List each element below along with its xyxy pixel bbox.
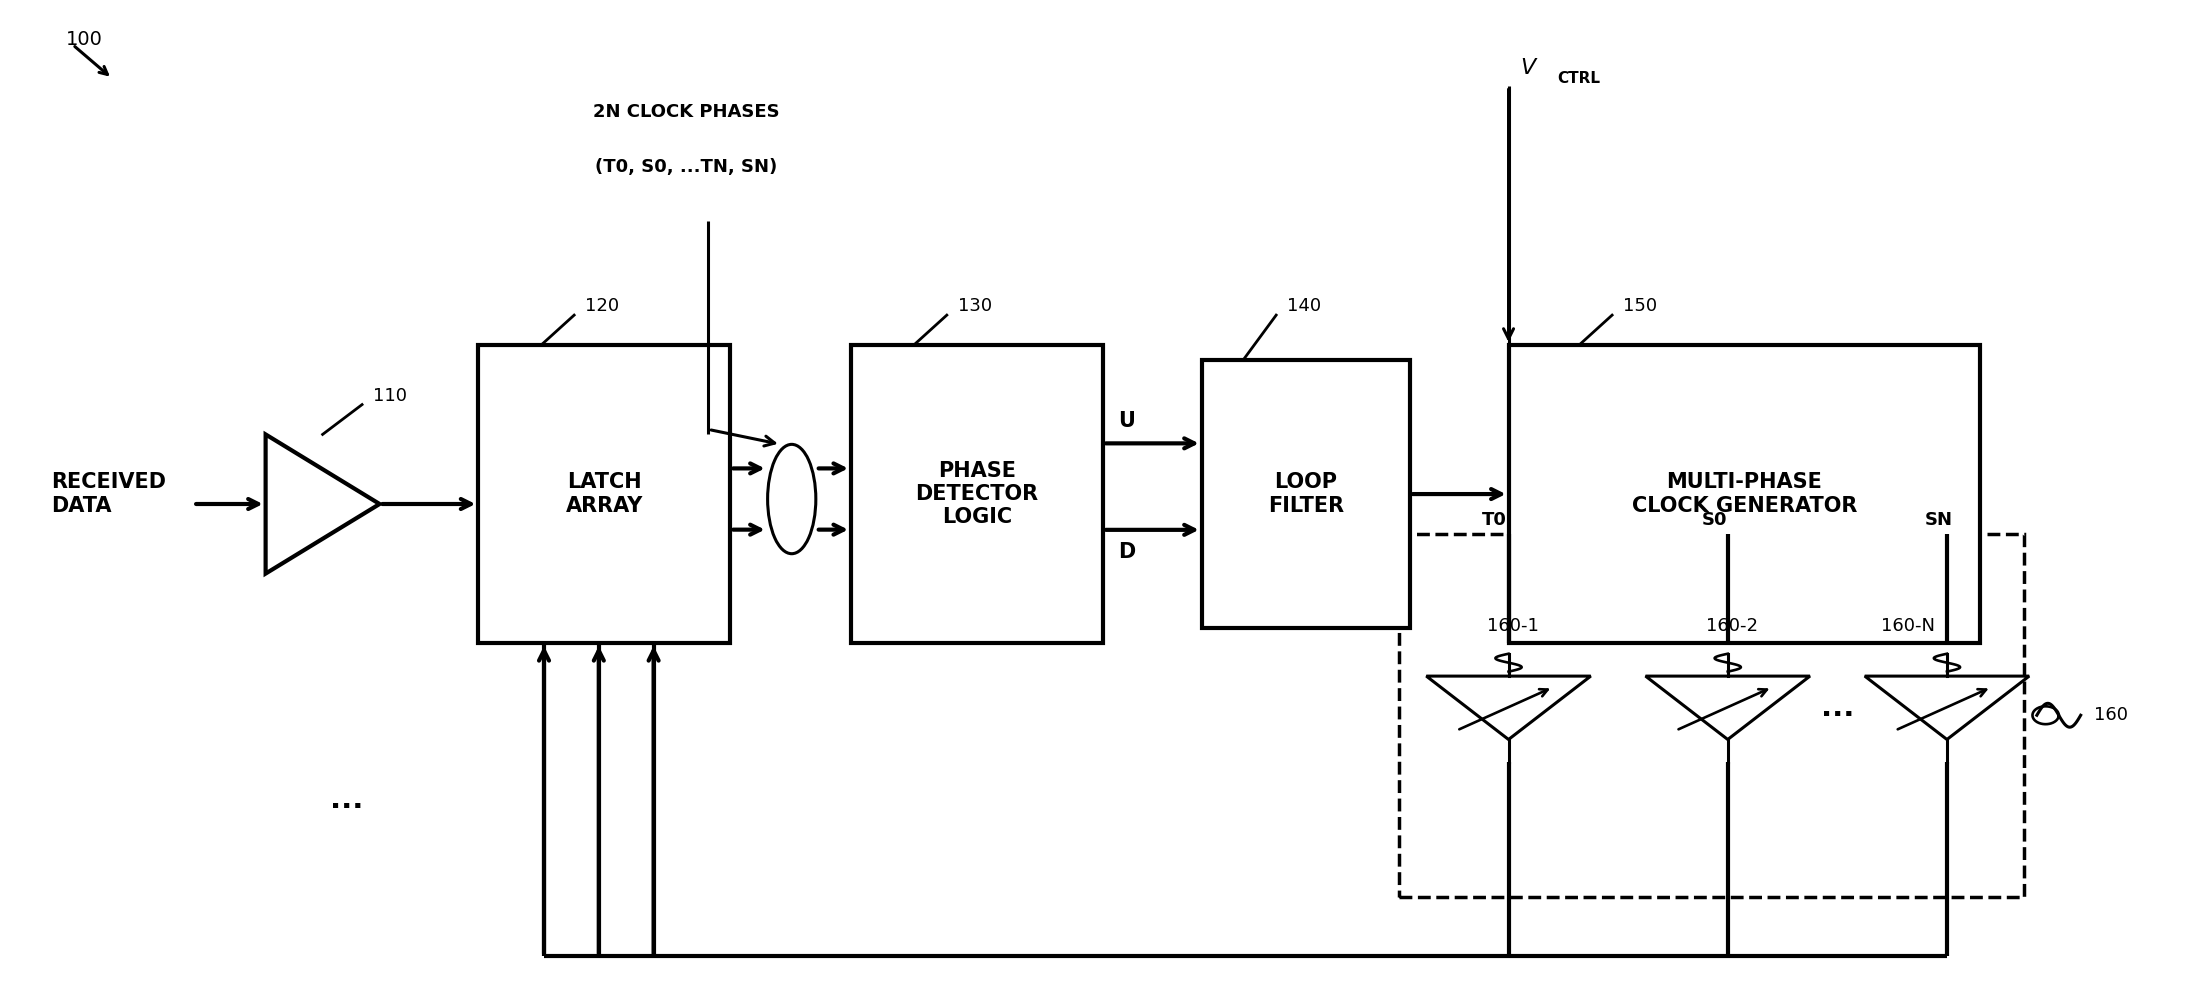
Bar [1202,360,1410,628]
Text: 110: 110 [373,387,408,404]
Text: 140: 140 [1286,297,1321,316]
Text: ...: ... [331,786,364,813]
Text: LATCH
ARRAY: LATCH ARRAY [565,473,642,516]
Text: LOOP
FILTER: LOOP FILTER [1268,473,1343,516]
Text: 160-1: 160-1 [1487,618,1538,635]
Text: SN: SN [1926,511,1952,529]
Text: MULTI-PHASE
CLOCK GENERATOR: MULTI-PHASE CLOCK GENERATOR [1632,473,1857,516]
Text: 150: 150 [1624,297,1657,316]
Text: 160: 160 [2093,707,2129,725]
Text: 2N CLOCK PHASES: 2N CLOCK PHASES [593,103,779,121]
Bar [1399,534,2023,897]
Bar [1509,345,1979,643]
Text: $V$: $V$ [1520,56,1538,79]
Text: CTRL: CTRL [1557,72,1599,87]
Bar [852,345,1103,643]
Bar [479,345,730,643]
Text: T0: T0 [1482,511,1507,529]
Text: PHASE
DETECTOR
LOGIC: PHASE DETECTOR LOGIC [915,461,1039,527]
Text: 120: 120 [585,297,620,316]
Text: RECEIVED
DATA: RECEIVED DATA [51,473,165,516]
Text: ...: ... [1820,694,1853,722]
Text: 130: 130 [957,297,993,316]
Text: 160-N: 160-N [1882,618,1935,635]
Text: D: D [1118,541,1136,561]
Text: U: U [1118,411,1136,431]
Text: S0: S0 [1701,511,1727,529]
Text: (T0, S0, ...TN, SN): (T0, S0, ...TN, SN) [596,158,779,176]
Text: 100: 100 [66,29,104,48]
Text: 160-2: 160-2 [1705,618,1758,635]
